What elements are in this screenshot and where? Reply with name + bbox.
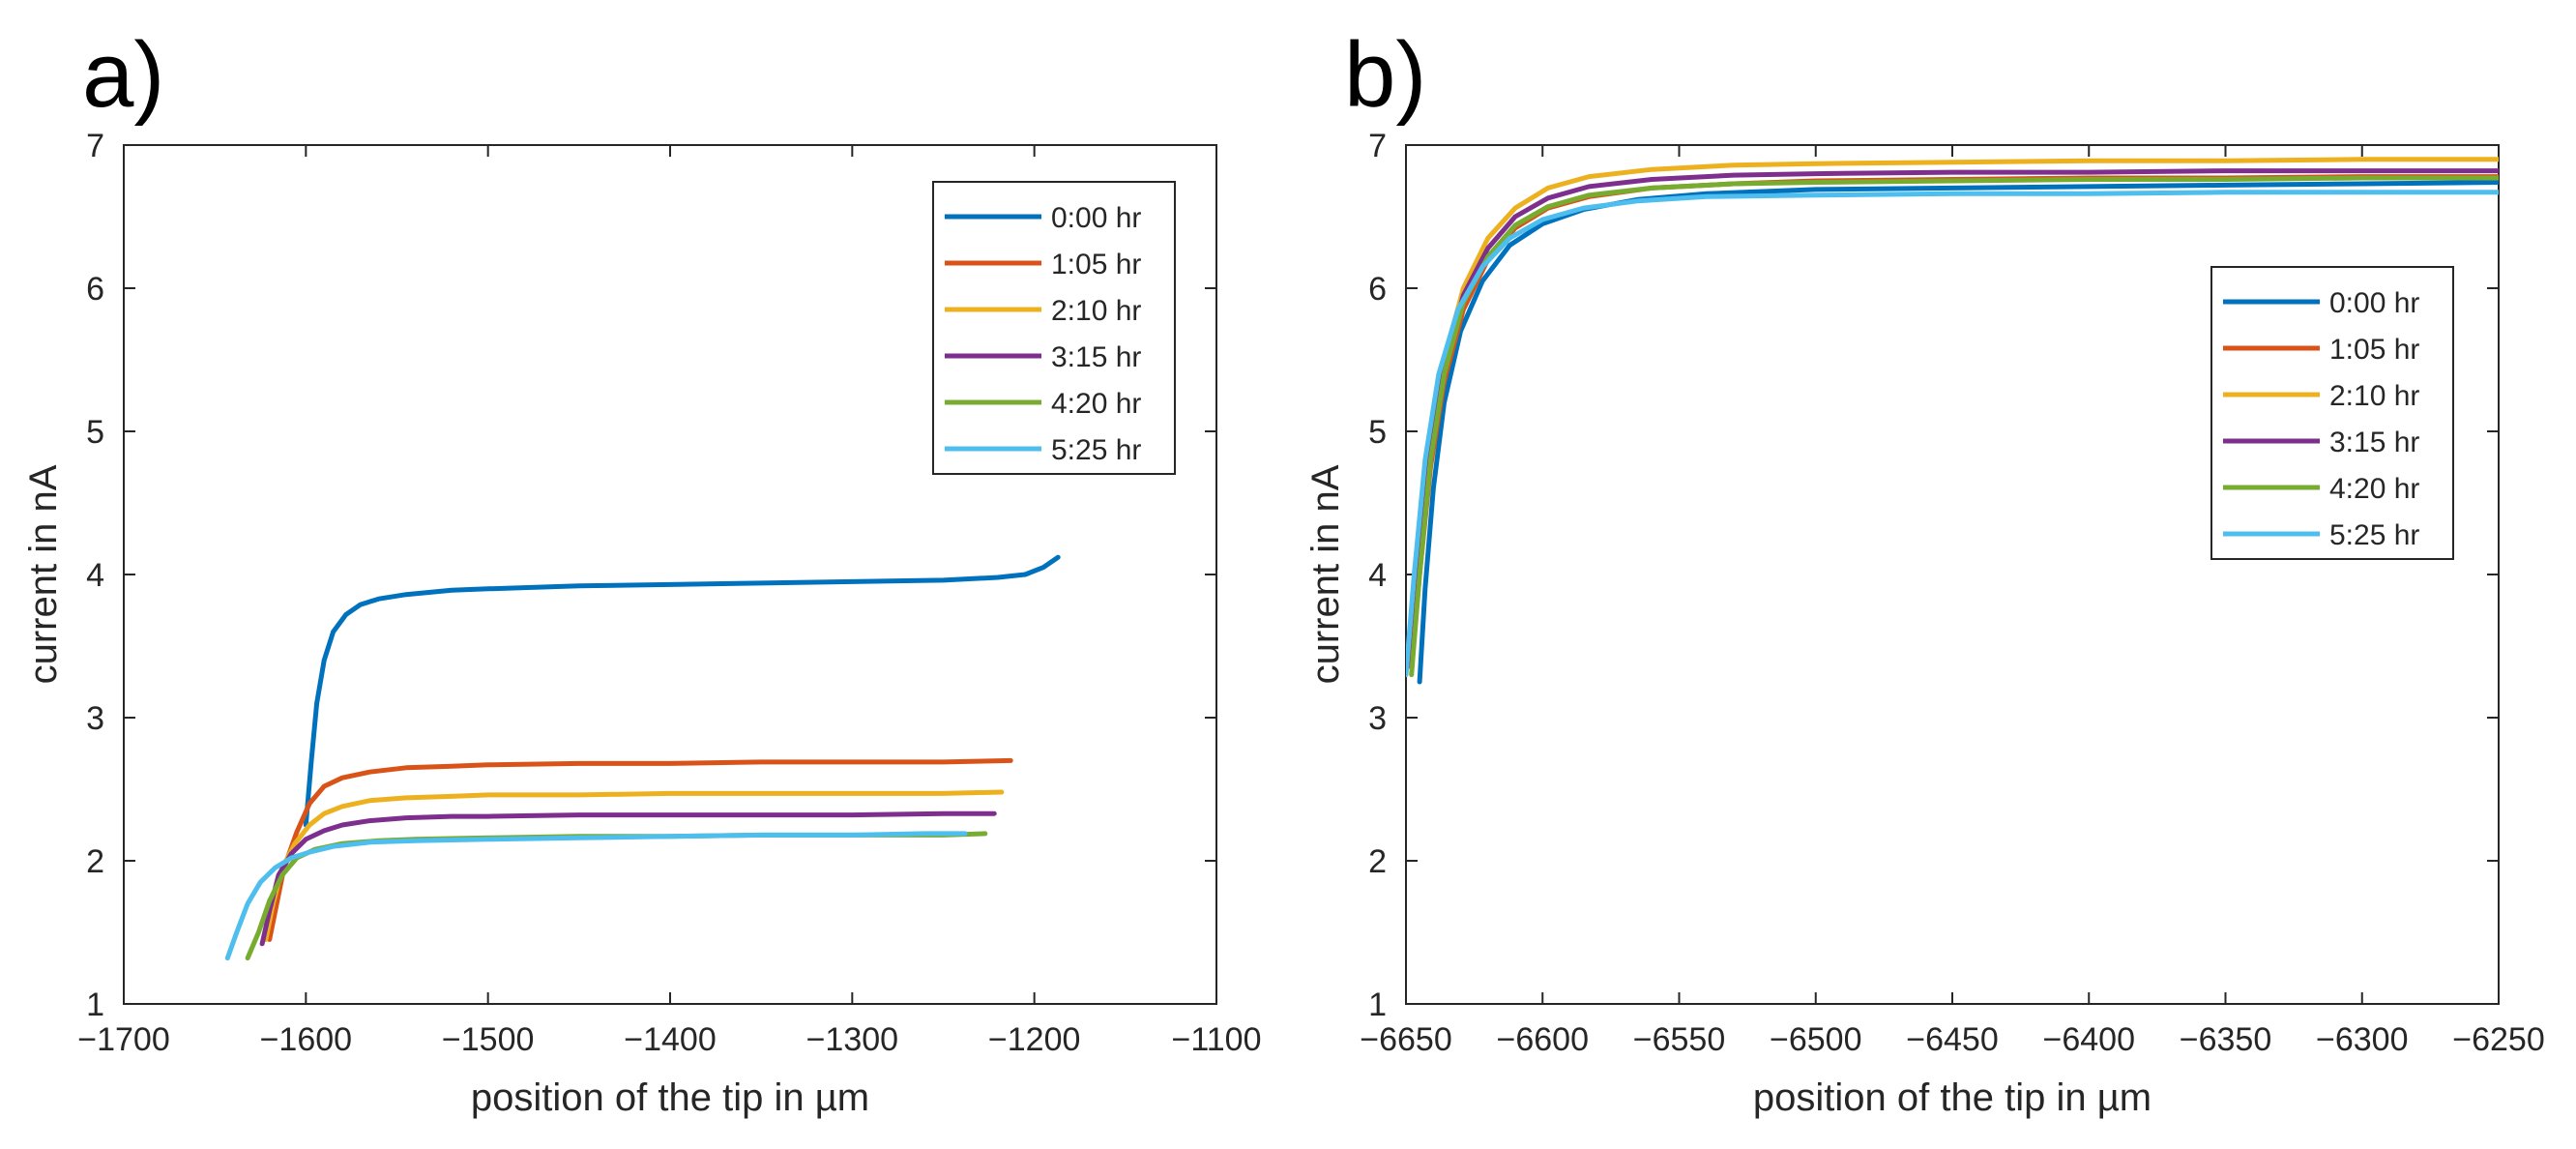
y-tick-label: 7 — [86, 128, 104, 164]
x-tick-label: −6250 — [2452, 1021, 2545, 1058]
x-tick-label: −6650 — [1360, 1021, 1452, 1058]
y-tick-label: 5 — [86, 414, 104, 451]
legend-box — [932, 181, 1176, 475]
x-axis-title: position of the tip in µm — [1753, 1076, 2152, 1119]
legend-label: 1:05 hr — [2329, 334, 2419, 366]
x-axis-title: position of the tip in µm — [471, 1076, 869, 1119]
x-tick-label: −6500 — [1770, 1021, 1862, 1058]
legend-box — [2210, 266, 2454, 560]
legend-label: 4:20 hr — [1051, 388, 1141, 420]
x-tick-label: −1700 — [77, 1021, 170, 1058]
legend-label: 2:10 hr — [1051, 295, 1141, 327]
legend-label: 0:00 hr — [2329, 287, 2419, 319]
legend-label: 4:20 hr — [2329, 473, 2419, 505]
x-tick-label: −6350 — [2180, 1021, 2272, 1058]
series-line-4-20-hr — [1409, 175, 2499, 678]
x-tick-label: −6400 — [2043, 1021, 2136, 1058]
y-axis-title: current in nA — [22, 464, 65, 684]
x-tick-label: −1100 — [1172, 1021, 1262, 1058]
series-line-0-00-hr — [303, 554, 1061, 828]
x-tick-label: −1300 — [806, 1021, 899, 1058]
y-tick-label: 4 — [86, 557, 104, 594]
legend-label: 5:25 hr — [2329, 519, 2419, 551]
x-tick-label: −6300 — [2316, 1021, 2409, 1058]
series-line-5-25-hr — [1406, 190, 2499, 678]
legend-label: 3:15 hr — [1051, 341, 1141, 373]
x-tick-label: −6450 — [1906, 1021, 1999, 1058]
y-tick-label: 2 — [86, 843, 104, 880]
legend-label: 5:25 hr — [1051, 434, 1141, 466]
panel-b: b) −6650 −6600 −6550 −6500 −6450 −6400 −6350 −63… — [1304, 23, 2545, 1119]
panel-a: a) −1700 −1600 −1500 −1400 −1300 −1200 −1100 1 2 3… — [22, 23, 1261, 1119]
x-tick-label: −6550 — [1633, 1021, 1726, 1058]
y-tick-label: 2 — [1368, 843, 1387, 880]
x-tick-label: −1200 — [988, 1021, 1081, 1058]
y-tick-label: 3 — [86, 700, 104, 737]
x-tick-label: −6600 — [1497, 1021, 1590, 1058]
y-tick-label: 6 — [1368, 271, 1387, 308]
y-tick-label: 4 — [1368, 557, 1387, 594]
y-tick-label: 7 — [1368, 128, 1387, 164]
series-group — [224, 554, 1061, 961]
panel-label: b) — [1344, 23, 1426, 127]
legend-label: 3:15 hr — [2329, 427, 2419, 458]
legend-label: 1:05 hr — [1051, 249, 1141, 280]
y-tick-label: 3 — [1368, 700, 1387, 737]
series-line-5-25-hr — [224, 831, 968, 961]
x-tick-label: −1500 — [442, 1021, 535, 1058]
y-tick-label: 5 — [1368, 414, 1387, 451]
panel-label: a) — [82, 23, 164, 127]
x-tick-label: −1400 — [624, 1021, 717, 1058]
x-tick-label: −1600 — [260, 1021, 353, 1058]
legend-label: 0:00 hr — [1051, 202, 1141, 234]
y-tick-label: 1 — [1368, 987, 1387, 1023]
series-group — [1406, 157, 2499, 685]
y-axis-title: current in nA — [1304, 464, 1347, 684]
legend-label: 2:10 hr — [2329, 380, 2419, 412]
y-tick-label: 6 — [86, 271, 104, 308]
y-tick-label: 1 — [86, 987, 104, 1023]
